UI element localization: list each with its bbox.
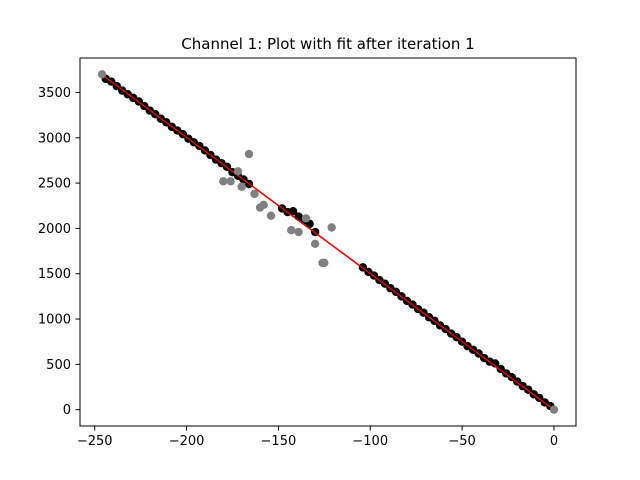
outlier-point bbox=[266, 211, 276, 220]
outlier-point bbox=[97, 70, 107, 79]
plot-area: −250 −200 −150 −100 −50 0 0 500 1000 1500 2000 2500… bbox=[38, 57, 577, 449]
axes-frame bbox=[79, 57, 577, 427]
outlier-point bbox=[237, 182, 246, 191]
outlier-point bbox=[327, 223, 336, 232]
outlier-point bbox=[549, 405, 559, 414]
outlier-point bbox=[259, 200, 268, 210]
y-tick-label: 2000 bbox=[38, 222, 71, 237]
y-tick-label: 3000 bbox=[38, 131, 71, 146]
x-tick-label: −150 bbox=[261, 434, 297, 449]
y-tick-label: 1000 bbox=[38, 313, 71, 328]
y-tick-label: 3500 bbox=[38, 86, 71, 101]
outlier-point bbox=[233, 167, 243, 176]
x-tick-label: −250 bbox=[77, 434, 113, 449]
outlier-point bbox=[226, 177, 235, 186]
outlier-point bbox=[294, 227, 303, 237]
x-tick-label: −100 bbox=[352, 434, 388, 449]
outlier-point bbox=[310, 239, 320, 249]
x-tick-label: −200 bbox=[169, 434, 205, 449]
y-tick-label: 1500 bbox=[38, 267, 71, 282]
x-tick-label: −50 bbox=[448, 434, 475, 449]
inlier-point bbox=[288, 206, 298, 216]
outlier-point bbox=[250, 189, 259, 199]
x-tick-label: 0 bbox=[550, 434, 558, 449]
outlier-point bbox=[301, 214, 311, 223]
y-tick-label: 0 bbox=[63, 403, 71, 418]
fit-line-overlay bbox=[103, 75, 555, 411]
y-tick-label: 2500 bbox=[38, 177, 71, 192]
outlier-point bbox=[219, 177, 228, 186]
outlier-point bbox=[318, 258, 327, 268]
outlier-point bbox=[287, 226, 296, 235]
y-tick-label: 500 bbox=[46, 358, 71, 373]
inlier-point bbox=[490, 359, 500, 368]
outlier-point bbox=[244, 149, 254, 159]
chart-title: Channel 1: Plot with fit after iteration… bbox=[181, 35, 474, 53]
